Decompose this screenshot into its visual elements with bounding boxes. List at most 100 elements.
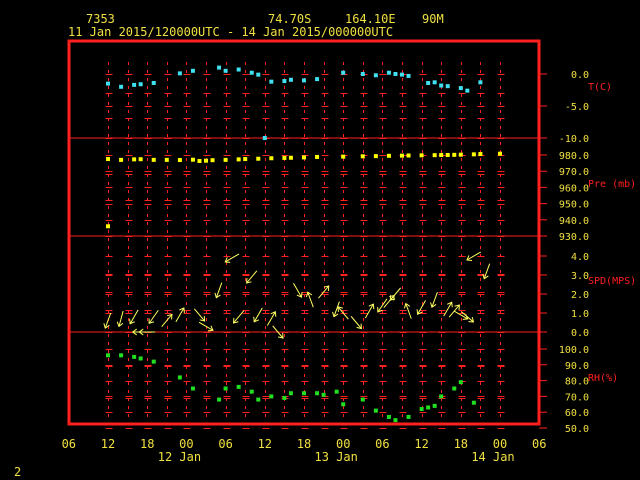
wind-arrow	[193, 308, 206, 322]
temperature-point	[282, 79, 287, 84]
wind-arrow	[148, 309, 159, 325]
wind-arrow	[482, 263, 491, 280]
pressure-point	[210, 158, 215, 163]
temperature-point	[439, 83, 444, 88]
pressure-point	[288, 155, 293, 160]
pressure-point	[406, 153, 411, 158]
pressure-point	[386, 153, 391, 158]
y-tick-label: 4.0	[571, 252, 589, 263]
plot-frame	[67, 39, 541, 426]
humidity-point	[132, 354, 137, 359]
humidity-point	[236, 384, 241, 389]
humidity-point	[288, 391, 293, 396]
temperature-point	[177, 71, 182, 76]
humidity-point	[360, 397, 365, 402]
y-tick-label: 0.0	[571, 70, 589, 81]
pressure-point	[190, 157, 195, 162]
temperature-point	[315, 77, 320, 82]
wind-arrow	[350, 316, 362, 330]
y-tick-label: 930.0	[559, 232, 589, 243]
humidity-point	[406, 414, 411, 419]
temperature-point	[249, 70, 254, 75]
temperature-point	[465, 88, 470, 93]
pressure-point	[458, 152, 463, 157]
humidity-point	[269, 394, 274, 399]
station-id: 7353	[86, 12, 115, 26]
humidity-point	[419, 407, 424, 412]
wind-arrow	[272, 325, 284, 339]
wind-arrow	[416, 300, 427, 315]
station-elevation: 90M	[422, 12, 444, 26]
humidity-point	[177, 375, 182, 380]
pressure-point	[256, 156, 261, 161]
pressure-point	[315, 154, 320, 159]
pressure-point	[471, 152, 476, 157]
temperature-point	[341, 70, 346, 75]
temperature-point	[132, 82, 137, 87]
x-tick-label: 12	[414, 437, 428, 451]
y-tick-label: 2.0	[571, 290, 589, 301]
wind-arrow	[103, 312, 112, 329]
pressure-point	[197, 158, 202, 163]
wind-arrow	[161, 313, 173, 328]
pressure-point	[151, 157, 156, 162]
wind-arrow	[116, 310, 124, 328]
pressure-point	[164, 157, 169, 162]
y-tick-label: 90.0	[565, 361, 589, 372]
humidity-point	[282, 395, 287, 400]
pressure-point	[341, 154, 346, 159]
pressure-point	[282, 155, 287, 160]
temperature-point	[478, 80, 483, 85]
wind-arrow	[246, 270, 258, 284]
x-date-label: 14 Jan	[471, 450, 514, 464]
temperature-point	[406, 73, 411, 78]
humidity-point	[341, 402, 346, 407]
humidity-point	[439, 394, 444, 399]
wind-arrow	[232, 310, 245, 324]
x-tick-label: 00	[179, 437, 193, 451]
pressure-point	[243, 157, 248, 162]
pressure-point	[269, 156, 274, 161]
humidity-point	[393, 418, 398, 423]
y-tick-label: 100.0	[559, 345, 589, 356]
y-tick-label: 0.0	[571, 328, 589, 339]
temperature-point	[190, 68, 195, 73]
wind-arrow	[129, 309, 139, 325]
panel-label: SPD(MPS)	[588, 276, 636, 287]
temperature-point	[373, 73, 378, 78]
y-tick-label: 980.0	[559, 151, 589, 162]
x-tick-label: 00	[493, 437, 507, 451]
x-tick-label: 18	[297, 437, 311, 451]
temperature-point	[445, 84, 450, 89]
y-tick-label: -5.0	[565, 102, 589, 113]
temperature-point	[426, 80, 431, 85]
x-tick-label: 18	[454, 437, 468, 451]
x-tick-label: 12	[101, 437, 115, 451]
wind-arrow	[443, 301, 453, 317]
pressure-point	[236, 157, 241, 162]
x-tick-label: 18	[140, 437, 154, 451]
wind-arrow	[138, 328, 156, 336]
y-tick-label: 80.0	[565, 377, 589, 388]
wind-arrow	[389, 287, 401, 301]
humidity-point	[386, 414, 391, 419]
humidity-point	[321, 392, 326, 397]
temperature-point	[360, 72, 365, 76]
wind-arrow	[460, 311, 475, 323]
humidity-point	[458, 380, 463, 385]
y-tick-label: 50.0	[565, 424, 589, 435]
humidity-point	[138, 356, 143, 361]
wind-arrow	[466, 251, 482, 262]
wind-arrow	[377, 298, 388, 313]
x-tick-label: 06	[218, 437, 232, 451]
pressure-point	[177, 158, 182, 163]
pressure-point	[138, 157, 143, 162]
x-tick-label: 06	[62, 437, 76, 451]
y-tick-label: 960.0	[559, 183, 589, 194]
temperature-point	[386, 70, 391, 75]
temperature-point	[393, 72, 398, 76]
temperature-point	[302, 78, 306, 83]
station-latitude: 74.70S	[268, 12, 312, 26]
temperature-point	[458, 86, 463, 91]
y-tick-label: 3.0	[571, 271, 589, 282]
